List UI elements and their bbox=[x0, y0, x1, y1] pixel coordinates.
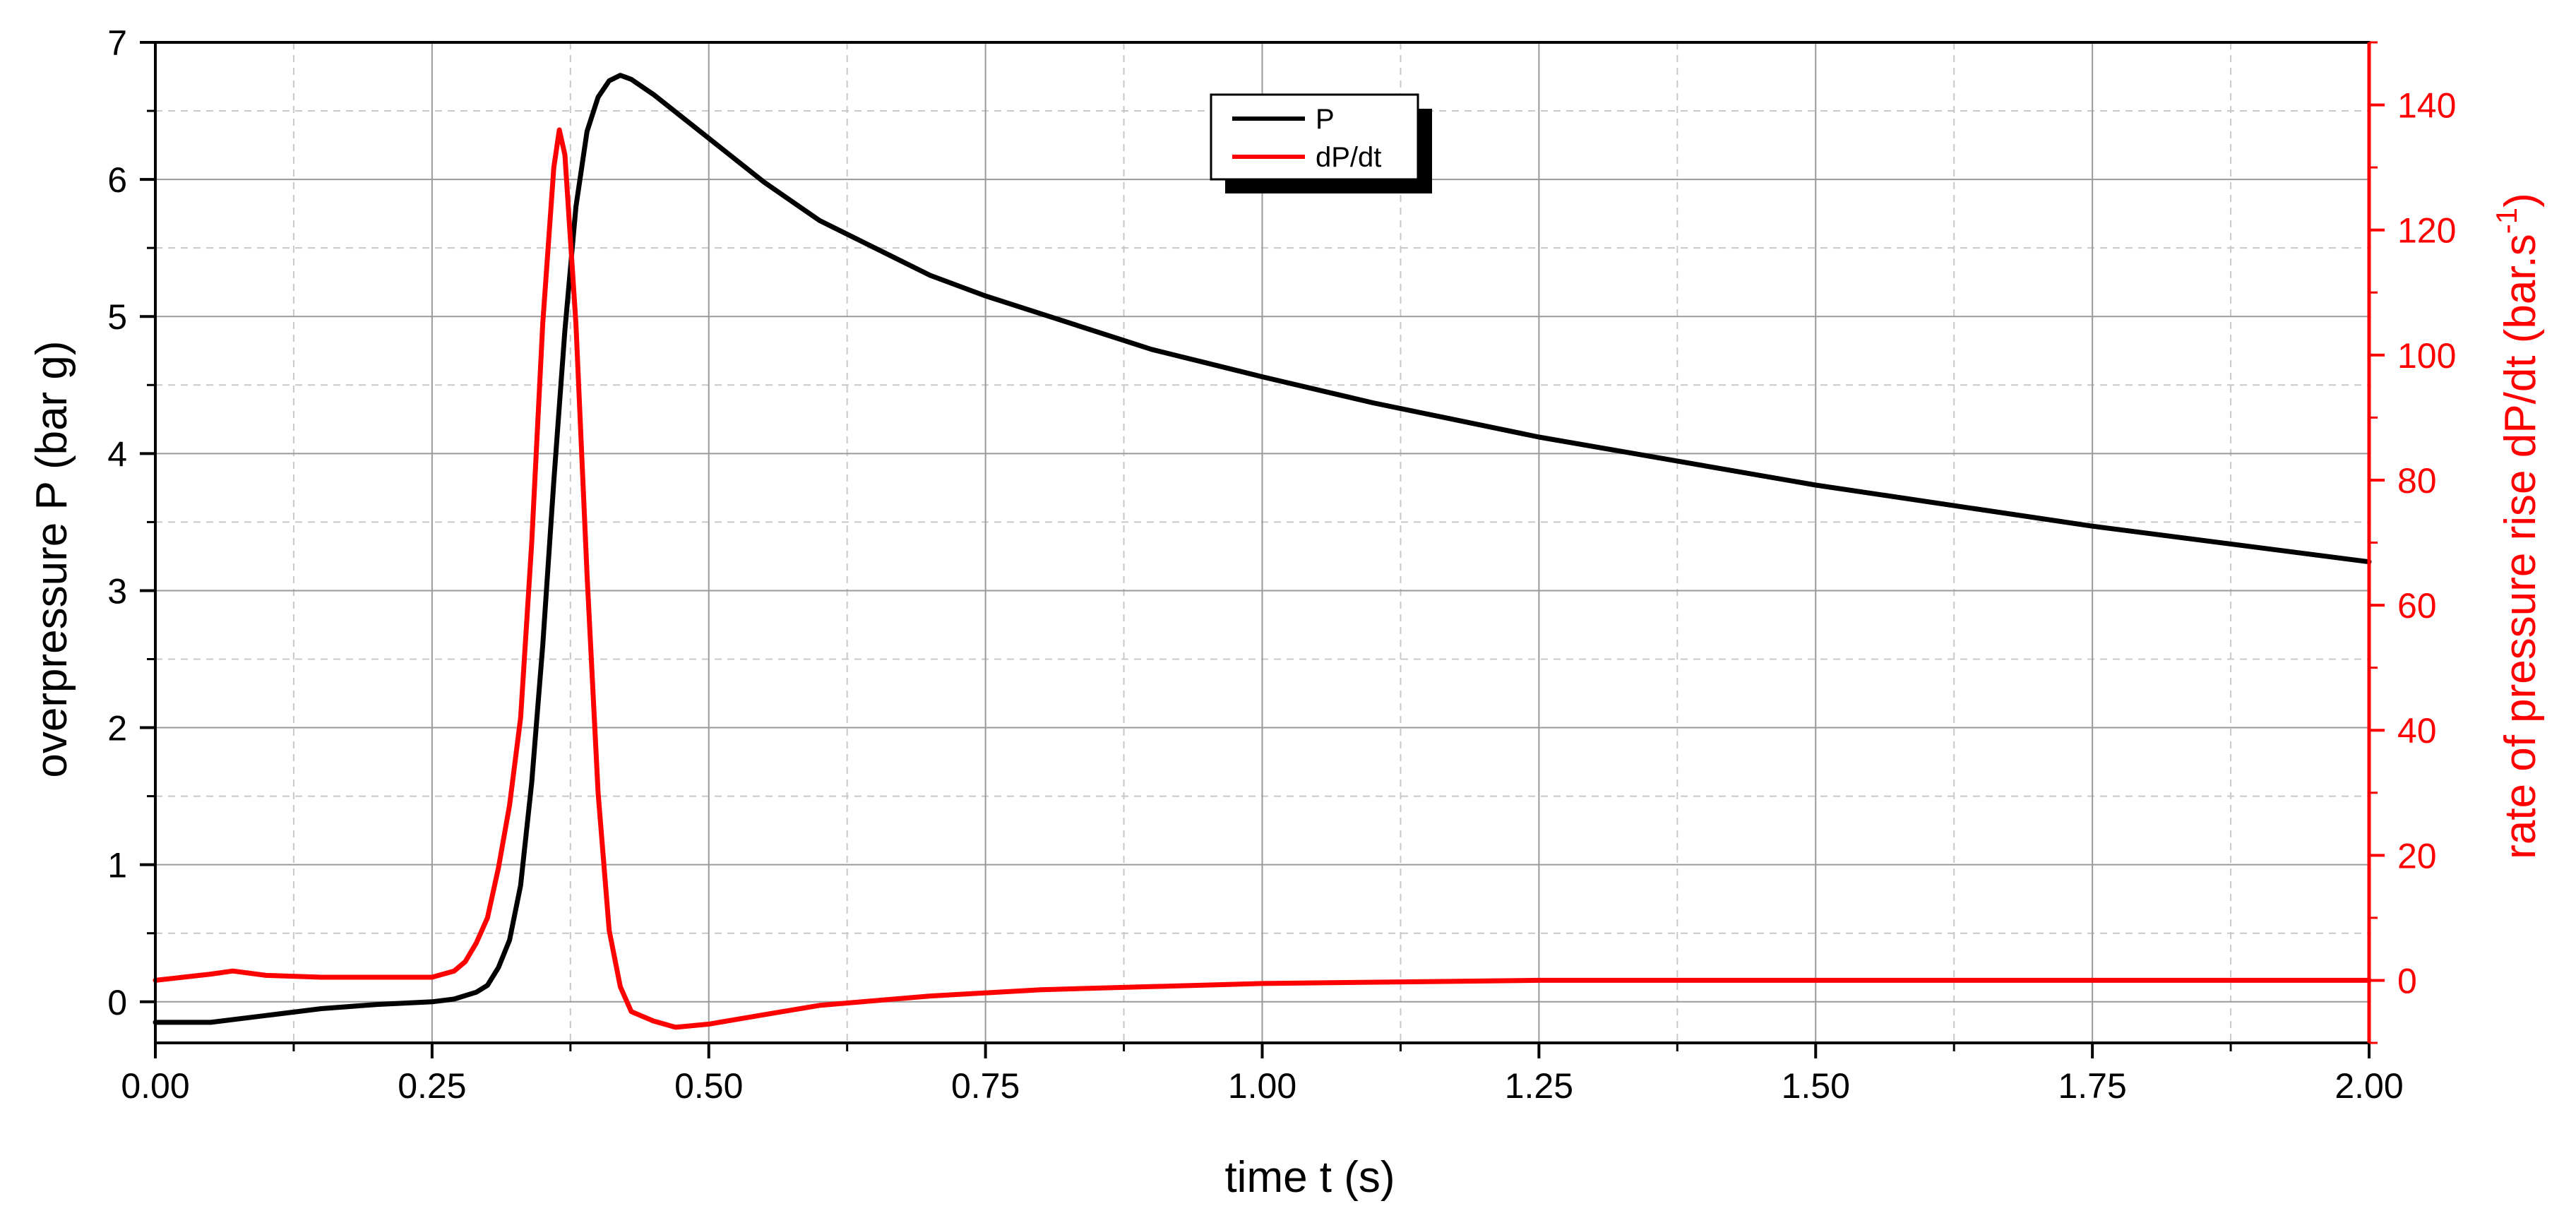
x-tick-label: 0.75 bbox=[951, 1066, 1020, 1106]
legend-label-dpdt: dP/dt bbox=[1316, 142, 1381, 173]
y-left-axis-title: overpressure P (bar g) bbox=[28, 340, 76, 777]
x-tick-label: 1.50 bbox=[1782, 1066, 1850, 1106]
y-right-tick-label: 60 bbox=[2397, 586, 2437, 626]
series-layer bbox=[153, 73, 2372, 1030]
x-tick-label: 0.25 bbox=[398, 1066, 466, 1106]
x-tick-label: 0.50 bbox=[674, 1066, 743, 1106]
x-axis-title: time t (s) bbox=[1224, 1153, 1395, 1202]
legend-label-p: P bbox=[1316, 104, 1335, 135]
y-right-tick-label: 40 bbox=[2397, 711, 2437, 751]
y-right-tick-label: 0 bbox=[2397, 961, 2417, 1001]
y-left-tick-label: 6 bbox=[107, 160, 127, 200]
y-right-tick-label: 140 bbox=[2397, 86, 2456, 126]
x-tick-label: 1.25 bbox=[1505, 1066, 1573, 1106]
y-right-title-close: ) bbox=[2496, 193, 2545, 208]
legend-box bbox=[1210, 93, 1419, 181]
y-right-axis-title: rate of pressure rise dP/dt (bar.s-1) bbox=[2490, 193, 2545, 859]
x-tick-label: 1.00 bbox=[1228, 1066, 1296, 1106]
ticks-layer bbox=[140, 41, 2385, 1058]
x-tick-label: 2.00 bbox=[2334, 1066, 2403, 1106]
y-left-tick-label: 4 bbox=[107, 434, 127, 474]
y-right-tick-label: 80 bbox=[2397, 461, 2437, 501]
y-right-tick-label: 120 bbox=[2397, 211, 2456, 251]
y-right-title-main: rate of pressure rise dP/dt (bar.s bbox=[2496, 234, 2545, 859]
x-tick-label: 0.00 bbox=[121, 1066, 189, 1106]
y-right-tick-label: 20 bbox=[2397, 836, 2437, 876]
y-left-tick-label: 1 bbox=[107, 846, 127, 885]
y-left-tick-label: 0 bbox=[107, 983, 127, 1022]
y-left-tick-label: 7 bbox=[107, 23, 127, 63]
y-right-title-sup: -1 bbox=[2490, 208, 2523, 234]
y-left-tick-label: 3 bbox=[107, 571, 127, 611]
series-line-p bbox=[153, 73, 2372, 1025]
y-left-tick-label: 2 bbox=[107, 709, 127, 748]
y-left-tick-label: 5 bbox=[107, 297, 127, 337]
series-line-dpdt bbox=[153, 127, 2372, 1030]
x-tick-label: 1.75 bbox=[2058, 1066, 2126, 1106]
legend: P dP/dt bbox=[1210, 93, 1432, 193]
y-right-tick-label: 100 bbox=[2397, 336, 2456, 376]
tick-labels-layer: 0.00 0.25 0.50 0.75 1.00 1.25 1.50 1.75 2.00 0 1 2 3… bbox=[107, 23, 2456, 1106]
